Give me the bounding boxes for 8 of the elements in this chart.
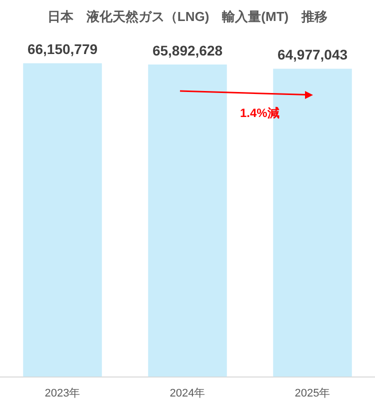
annotation: 1.4%減 — [240, 104, 280, 122]
x-tick-label: 2025年 — [294, 387, 330, 400]
x-tick-label: 2023年 — [44, 387, 80, 400]
data-label: 64,977,043 — [277, 46, 348, 63]
data-label: 65,892,628 — [152, 42, 223, 58]
data-label: 66,150,779 — [27, 41, 98, 58]
chart-title: 日本 液化天然ガス（LNG) 輸入量(MT) 推移 — [46, 8, 329, 26]
x-tick-label: 2024年 — [170, 387, 206, 400]
